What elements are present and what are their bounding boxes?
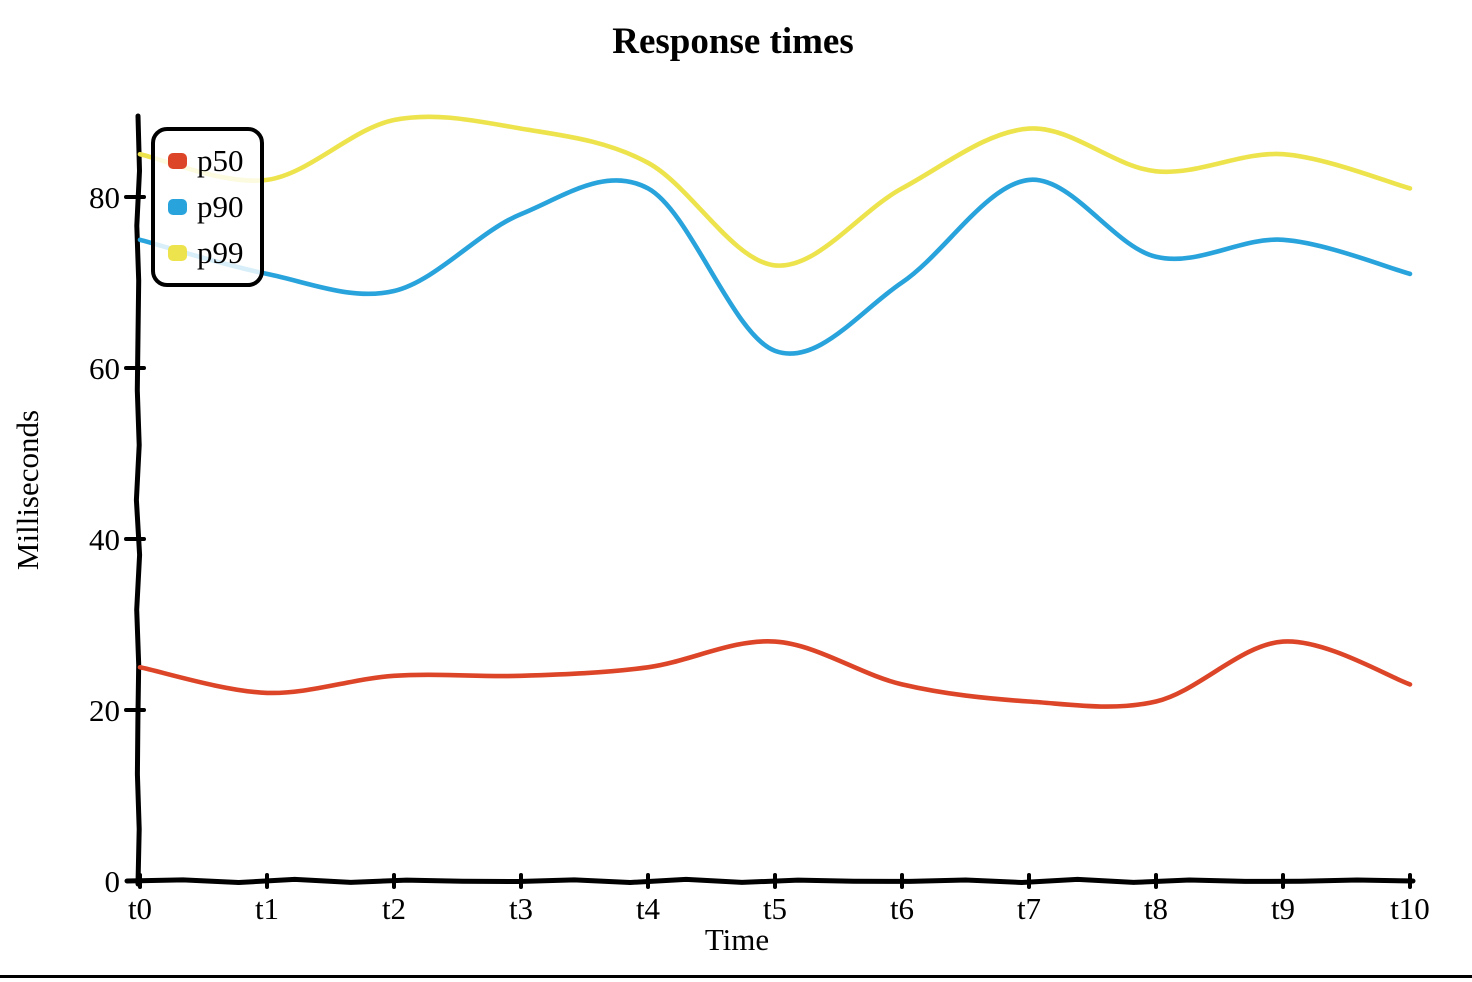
legend-item-p50: p50 [168, 143, 244, 179]
bottom-border [0, 975, 1472, 978]
legend-swatch-p90 [168, 199, 187, 215]
y-tick-label: 40 [89, 522, 120, 557]
x-tick-label: t7 [1017, 891, 1041, 926]
series-line-p90 [137, 177, 1413, 356]
x-tick-label: t5 [763, 891, 787, 926]
x-tick-label: t9 [1271, 891, 1295, 926]
x-tick-label: t1 [255, 891, 279, 926]
y-axis-line [133, 113, 143, 887]
y-tick-label: 20 [89, 693, 120, 728]
y-tick-label: 80 [89, 180, 120, 215]
x-axis-line [124, 876, 1416, 885]
series-line-p50 [137, 639, 1413, 709]
legend-label-p50: p50 [197, 143, 244, 178]
x-tick-label: t6 [890, 891, 914, 926]
chart-title: Response times [612, 21, 854, 62]
legend: p50 p90 p99 [151, 127, 264, 287]
x-tick-label: t2 [382, 891, 406, 926]
x-tick-label: t4 [636, 891, 661, 926]
x-axis-label: Time [704, 922, 770, 957]
legend-item-p99: p99 [168, 235, 244, 271]
legend-label-p99: p99 [197, 235, 244, 270]
y-tick-label: 60 [89, 351, 120, 386]
legend-swatch-p50 [168, 153, 187, 169]
x-tick-label: t3 [509, 891, 533, 926]
x-tick-label: t8 [1144, 891, 1168, 926]
x-tick-label: t0 [128, 891, 152, 926]
legend-label-p90: p90 [197, 189, 244, 224]
y-tick-label: 0 [105, 864, 121, 899]
series-line-p99 [137, 114, 1413, 268]
legend-swatch-p99 [168, 245, 187, 261]
legend-item-p90: p90 [168, 189, 244, 225]
x-tick-label: t10 [1390, 891, 1430, 926]
